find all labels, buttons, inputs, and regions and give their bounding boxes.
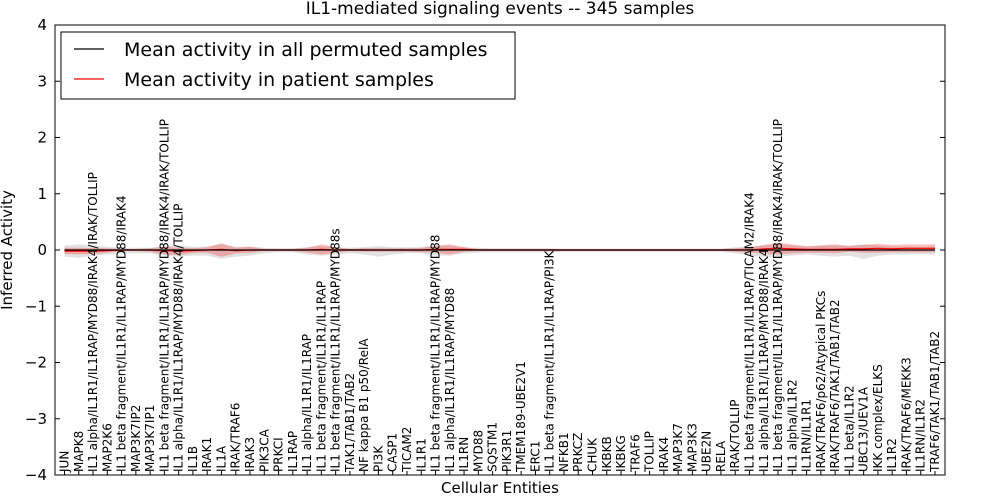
x-category-label: IL1 beta fragment/IL1R1/IL1RAP <box>314 281 328 472</box>
y-axis-title: Inferred Activity <box>0 190 16 310</box>
x-category-label: IL1 alpha/IL1R1/IL1RAP/MYD88 <box>443 288 457 472</box>
x-category-label: RELA <box>714 440 728 472</box>
x-category-label: IL1 alpha/IL1R2 <box>785 379 799 472</box>
x-category-label: JUN <box>58 451 72 473</box>
x-category-label: IRAK/TRAF6 <box>229 403 243 472</box>
x-category-label: IRAK1 <box>200 437 214 472</box>
x-category-label: PIK3CA <box>257 428 271 472</box>
y-tick-label: −4 <box>25 466 47 484</box>
x-category-label: IL1 alpha/IL1R1/IL1RAP <box>300 334 314 472</box>
x-category-label: IRAK/TOLLIP <box>728 400 742 472</box>
x-category-label: MAP3K7IP2 <box>129 405 143 472</box>
x-category-label: IL1 beta fragment/IL1R1/IL1RAP/MYD88s <box>329 228 343 472</box>
x-category-label: UBC13/UEV1A <box>857 386 871 472</box>
x-category-label: IKBKB <box>600 436 614 472</box>
y-tick-label: −3 <box>25 410 47 428</box>
x-category-label: IL1RN/IL1R1 <box>800 399 814 472</box>
x-category-label: IL1 beta fragment/IL1R1/IL1RAP/MYD88/IRA… <box>115 195 129 472</box>
x-category-label: IRAK/TRAF6/p62/Atypical PKCs <box>814 291 828 472</box>
x-category-label: IL1R2 <box>885 438 899 472</box>
x-category-label: IL1RN <box>457 437 471 472</box>
x-category-label: TMEM189-UBE2V1 <box>514 361 528 473</box>
x-category-label: MYD88 <box>471 430 485 472</box>
x-category-label: IL1A <box>215 445 229 472</box>
y-tick-label: 2 <box>37 129 47 147</box>
x-category-label: IL1B <box>186 446 200 472</box>
x-category-label: PI3K <box>372 445 386 472</box>
x-category-label: PIK3R1 <box>500 430 514 472</box>
band-series-0 <box>64 244 935 259</box>
x-category-label: IL1 beta fragment/IL1R1/IL1RAP/MYD88 <box>429 235 443 472</box>
y-axis: −4 −3 −2 −1 0 1 2 3 4 <box>25 16 945 484</box>
x-category-label: UBE2N <box>700 431 714 472</box>
x-category-label: IL1 beta fragment/IL1R1/IL1RAP/MYD88/IRA… <box>157 119 171 472</box>
x-category-label: IKK complex/ELKS <box>871 364 885 472</box>
y-tick-label: 3 <box>37 72 47 90</box>
y-tick-label: 1 <box>37 185 47 203</box>
x-category-label: IL1 beta fragment/IL1R1/IL1RAP/MYD88/IRA… <box>771 119 785 472</box>
x-category-label: IL1 alpha/IL1R1/IL1RAP/MYD88/IRAK4 <box>757 249 771 472</box>
x-category-label: TICAM2 <box>400 427 414 473</box>
x-category-label: IL1 beta/IL1R2 <box>842 385 856 472</box>
x-axis-title: Cellular Entities <box>441 479 559 497</box>
x-axis-category-labels: JUN MAPK8 IL1 alpha/IL1R1/IL1RAP/MYD88/IRA… <box>58 119 942 475</box>
x-category-label: CASP1 <box>386 433 400 472</box>
x-category-label: MAP3K7 <box>671 423 685 472</box>
legend-label-permuted: Mean activity in all permuted samples <box>124 39 487 61</box>
x-category-label: MAPK8 <box>72 431 86 472</box>
x-category-label: TOLLIP <box>643 431 657 473</box>
x-category-label: IL1R1 <box>414 438 428 472</box>
x-category-label: ERC1 <box>528 441 542 472</box>
x-category-label: NF kappa B1 p50/RelA <box>357 338 371 472</box>
x-category-label: PRKCI <box>272 437 286 472</box>
x-category-label: MAP2K6 <box>100 423 114 472</box>
x-category-label: IKBKG <box>614 435 628 472</box>
x-category-label: TRAF6 <box>628 434 642 473</box>
y-tick-label: 0 <box>37 241 47 259</box>
y-tick-label: 4 <box>37 16 47 34</box>
x-category-label: IRAK/TRAF6/MEKK3 <box>900 357 914 472</box>
series-lines <box>64 247 935 252</box>
x-category-label: TAK1/TAB1/TAB2 <box>343 373 357 473</box>
x-category-label: IL1 alpha/IL1R1/IL1RAP/MYD88/IRAK4/TOLLI… <box>172 204 186 472</box>
x-category-label: IL1RN/IL1R2 <box>914 399 928 472</box>
x-category-label: IRAK/TRAF6/TAK1/TAB1/TAB2 <box>828 299 842 472</box>
legend: Mean activity in all permuted samples Me… <box>60 31 516 100</box>
x-category-label: IL1 alpha/IL1R1/IL1RAP/MYD88/IRAK4/IRAK/… <box>86 172 100 472</box>
legend-label-patient: Mean activity in patient samples <box>124 69 434 91</box>
x-category-label: SQSTM1 <box>486 422 500 472</box>
x-category-label: IRAK3 <box>243 437 257 472</box>
x-category-label: MAP3K7IP1 <box>143 405 157 472</box>
y-tick-label: −2 <box>25 354 47 372</box>
x-category-label: PRKCZ <box>571 433 585 472</box>
legend-frame <box>60 31 516 100</box>
y-tick-label: −1 <box>25 297 47 315</box>
x-category-label: MAP3K3 <box>685 423 699 472</box>
x-category-label: IL1 beta fragment/IL1R1/IL1RAP/TICAM2/IR… <box>743 192 757 472</box>
x-category-label: CHUK <box>586 437 600 472</box>
x-category-label: TRAF6/TAK1/TAB1/TAB2 <box>928 331 942 473</box>
x-category-label: NFKB1 <box>557 432 571 472</box>
x-category-label: IRAK4 <box>657 437 671 472</box>
x-category-label: IL1 beta fragment/IL1R1/IL1RAP/PI3K <box>543 249 557 472</box>
chart-title: IL1-mediated signaling events -- 345 sam… <box>306 0 695 19</box>
x-category-label: IL1RAP <box>286 431 300 472</box>
